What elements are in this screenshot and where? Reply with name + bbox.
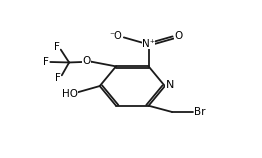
Text: N⁺: N⁺ — [142, 39, 155, 49]
Text: O: O — [83, 56, 91, 66]
Text: Br: Br — [194, 107, 206, 117]
Text: F: F — [43, 57, 48, 67]
Text: O: O — [174, 31, 183, 41]
Text: ⁻O: ⁻O — [110, 31, 122, 41]
Text: HO: HO — [62, 89, 78, 99]
Text: F: F — [54, 42, 59, 52]
Text: N: N — [165, 80, 174, 90]
Text: F: F — [56, 73, 61, 83]
